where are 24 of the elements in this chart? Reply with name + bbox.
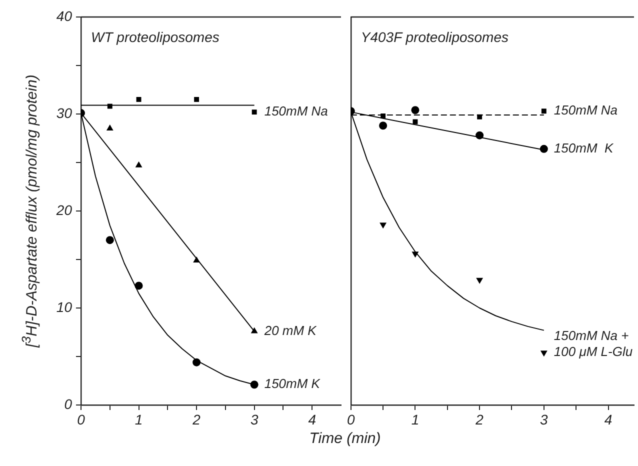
y-tick-label: 30 [56,104,72,121]
y-tick-label: 0 [64,396,72,412]
series-label: 150mM Na [264,104,328,119]
x-tick-label: 0 [346,411,355,428]
y-tick-label: 40 [56,8,72,24]
x-tick-label: 2 [474,411,484,428]
x-tick-label: 4 [308,411,316,428]
series-label: 150mM Na [554,102,618,118]
series-label: 150mM K [264,376,322,392]
text: WT proteoliposomes [91,28,220,45]
x-tick-label: 3 [250,411,258,428]
x-tick-label: 0 [77,411,86,428]
series-label: 150mM K [554,140,614,156]
x-tick-label: 1 [411,411,420,428]
y-tick-label: 20 [55,202,72,218]
x-tick-label: 2 [192,411,201,428]
x-tick-label: 4 [604,411,612,428]
x-tick-label: 1 [134,411,143,428]
x-axis-title: Time (min) [309,430,381,447]
text: Y403F proteoliposomes [360,28,508,45]
series-label: 20 mM K [263,322,318,338]
x-tick-label: 3 [540,411,548,428]
y-tick-label: 10 [56,298,72,315]
series-label: 150mM Na + 100 μM L-Glu [554,328,633,360]
